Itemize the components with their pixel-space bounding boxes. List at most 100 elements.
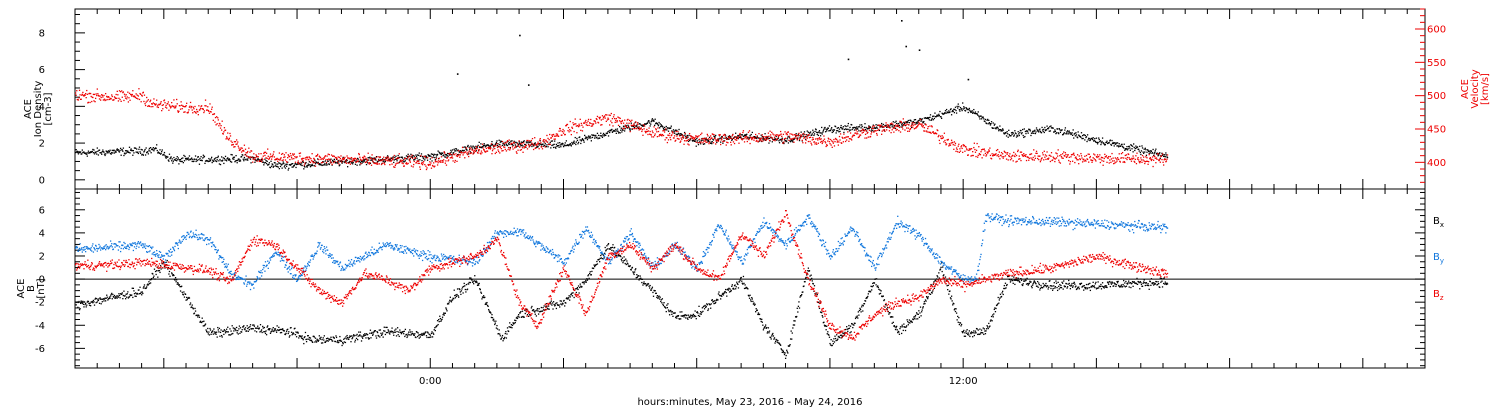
- data-point: [117, 297, 118, 298]
- data-point: [868, 125, 869, 126]
- data-point: [288, 168, 289, 169]
- data-point: [1159, 159, 1160, 160]
- data-point: [809, 141, 810, 142]
- data-point: [876, 133, 877, 134]
- data-point: [75, 92, 76, 93]
- data-point: [214, 333, 215, 334]
- data-point: [341, 341, 342, 342]
- data-point: [840, 125, 841, 126]
- data-point: [621, 128, 622, 129]
- data-point: [1034, 155, 1035, 156]
- data-point: [812, 130, 813, 131]
- data-point: [520, 150, 521, 151]
- data-point: [84, 301, 85, 302]
- data-point: [1020, 160, 1021, 161]
- data-point: [431, 168, 432, 169]
- data-point: [1152, 166, 1153, 167]
- data-point: [434, 166, 435, 167]
- data-point: [885, 126, 886, 127]
- data-point: [963, 108, 964, 109]
- data-point: [1030, 130, 1031, 131]
- data-point: [328, 154, 329, 155]
- data-point: [625, 125, 626, 126]
- data-point: [1154, 152, 1155, 153]
- data-point: [213, 160, 214, 161]
- data-point: [233, 330, 234, 331]
- data-point: [277, 166, 278, 167]
- data-point: [109, 151, 110, 152]
- data-point: [726, 144, 727, 145]
- data-point: [397, 327, 398, 328]
- data-point: [1000, 129, 1001, 130]
- data-point: [576, 132, 577, 133]
- data-point: [119, 297, 120, 298]
- data-point: [279, 159, 280, 160]
- data-point: [807, 138, 808, 139]
- data-point: [189, 106, 190, 107]
- data-point: [79, 90, 80, 91]
- data-point: [864, 123, 865, 124]
- data-point: [207, 109, 208, 110]
- data-point: [396, 163, 397, 164]
- data-point: [399, 153, 400, 154]
- data-point: [435, 161, 436, 162]
- data-point: [415, 337, 416, 338]
- data-point: [370, 158, 371, 159]
- data-point: [1154, 156, 1155, 157]
- data-point: [563, 130, 564, 131]
- data-point: [653, 136, 654, 137]
- data-point: [872, 130, 873, 131]
- data-point: [97, 88, 98, 89]
- data-point: [338, 156, 339, 157]
- data-point: [215, 117, 216, 118]
- data-point: [148, 284, 149, 285]
- data-point: [209, 113, 210, 114]
- data-point: [465, 147, 466, 148]
- data-point: [1101, 160, 1102, 161]
- data-point: [989, 123, 990, 124]
- data-point: [375, 330, 376, 331]
- data-point: [441, 319, 442, 320]
- data-point: [1101, 142, 1102, 143]
- data-point: [895, 129, 896, 130]
- data-point: [1100, 144, 1101, 145]
- data-point: [202, 157, 203, 158]
- data-point: [223, 157, 224, 158]
- data-point: [902, 125, 903, 126]
- data-point: [742, 134, 743, 135]
- data-point: [949, 111, 950, 112]
- data-point: [449, 154, 450, 155]
- data-point: [1016, 136, 1017, 137]
- data-point: [1030, 135, 1031, 136]
- data-point: [1014, 130, 1015, 131]
- data-point: [560, 128, 561, 129]
- data-point: [272, 164, 273, 165]
- data-point: [662, 130, 663, 131]
- data-point: [1038, 159, 1039, 160]
- data-point: [94, 304, 95, 305]
- data-point: [309, 157, 310, 158]
- data-point: [142, 291, 143, 292]
- data-point: [177, 103, 178, 104]
- data-point: [920, 119, 921, 120]
- data-point: [464, 150, 465, 151]
- data-point: [146, 101, 147, 102]
- data-point: [317, 158, 318, 159]
- data-point: [681, 139, 682, 140]
- data-point: [1116, 158, 1117, 159]
- data-point: [467, 145, 468, 146]
- data-point: [406, 155, 407, 156]
- data-point: [95, 298, 96, 299]
- data-point: [592, 125, 593, 126]
- data-point: [1015, 153, 1016, 154]
- data-point: [78, 97, 79, 98]
- data-point: [611, 113, 612, 114]
- data-point: [1139, 146, 1140, 147]
- data-point: [692, 138, 693, 139]
- data-point: [971, 111, 972, 112]
- data-point: [703, 144, 704, 145]
- data-point: [1146, 161, 1147, 162]
- data-point: [301, 165, 302, 166]
- data-point: [217, 159, 218, 160]
- data-point: [502, 150, 503, 151]
